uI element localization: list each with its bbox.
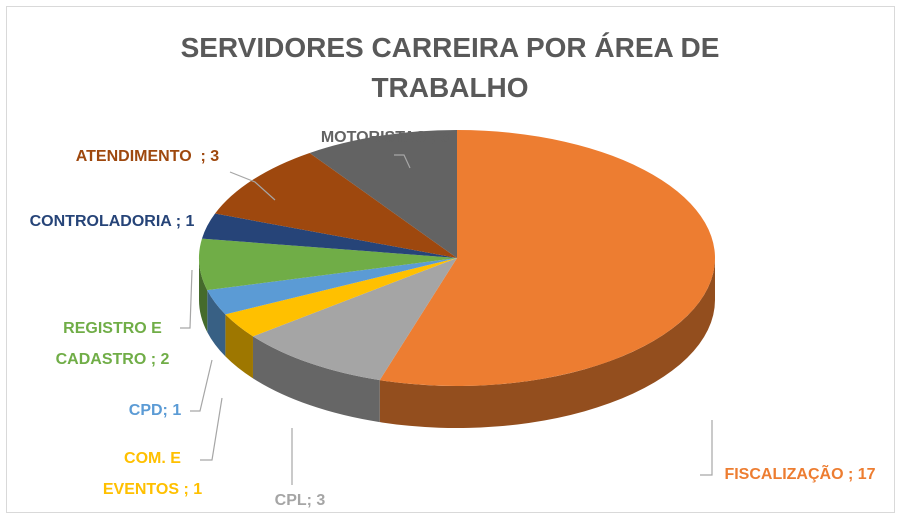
leader-line	[394, 154, 411, 169]
leader-line	[200, 397, 223, 461]
slice	[225, 258, 457, 337]
data-label: FISCALIZAÇÃO ; 17	[724, 466, 876, 483]
leader-line	[190, 359, 213, 412]
chart-border	[6, 6, 895, 513]
slice	[201, 213, 457, 258]
data-label: MOTORISTAS ; 3	[320, 129, 450, 146]
chart-title: SERVIDORES CARREIRA POR ÁREA DE TRABALHO	[180, 32, 720, 103]
slice	[215, 152, 457, 258]
slice-side	[252, 336, 380, 423]
data-label: ATENDIMENTO ; 3	[75, 148, 220, 165]
slice-side	[207, 290, 226, 357]
data-label: CPD; 1	[128, 402, 182, 419]
slice-side	[379, 258, 715, 428]
data-label: COM. E EVENTOS ; 1	[102, 450, 203, 498]
slice-side	[225, 314, 253, 379]
data-label: REGISTRO E CADASTRO ; 2	[55, 320, 170, 368]
data-label: CPL; 3	[274, 492, 326, 509]
leader-lines	[180, 154, 713, 485]
slice	[309, 130, 457, 258]
slice	[207, 258, 457, 315]
slice	[199, 238, 458, 291]
slice	[252, 258, 457, 381]
slice	[379, 130, 716, 386]
leader-line	[700, 420, 713, 476]
data-label: CONTROLADORIA ; 1	[29, 213, 195, 230]
leader-line	[229, 171, 276, 201]
slice-side	[199, 258, 208, 333]
leader-line	[180, 269, 193, 329]
